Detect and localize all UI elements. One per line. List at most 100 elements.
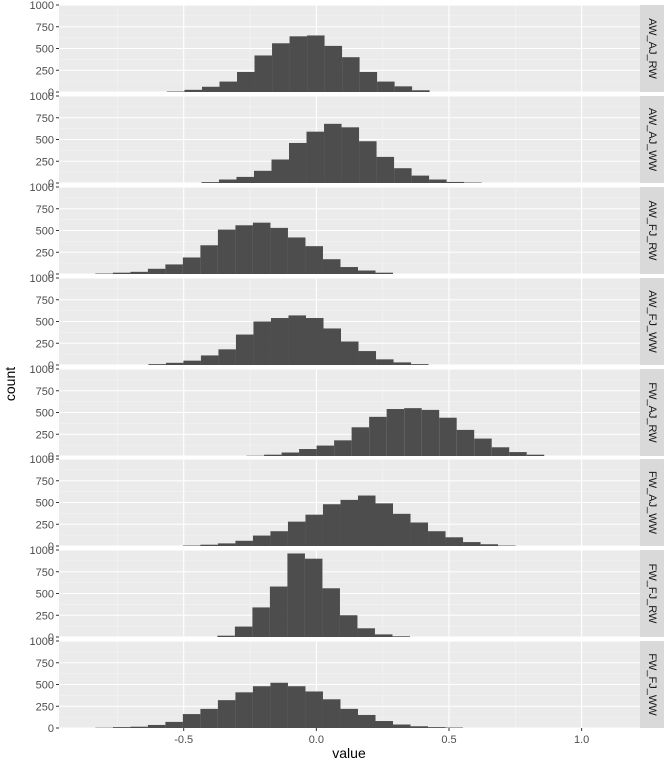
histogram-bar [411, 364, 429, 365]
histogram-bar [281, 452, 300, 456]
histogram-bar [252, 222, 271, 274]
facet-strip-label: AW_AJ_RW [646, 18, 658, 79]
facet-strip-label: FW_AJ_WW [646, 471, 658, 535]
facet-panel: 0 250 500 750 1000 AW_FJ_RW [30, 182, 664, 281]
histogram-bar [322, 504, 341, 546]
facet-strip [640, 5, 664, 92]
histogram-bar [392, 636, 410, 637]
histogram-bar [200, 544, 218, 546]
histogram-bar [253, 321, 271, 365]
histogram-bar [287, 686, 306, 728]
facet-strip-label: FW_FJ_WW [646, 653, 658, 716]
histogram-bar [339, 615, 358, 637]
x-tick-label: 1.0 [574, 734, 589, 746]
y-tick-label: 750 [36, 204, 54, 216]
histogram-bar [394, 86, 413, 92]
histogram-bar [394, 168, 412, 183]
y-tick-label: 1000 [30, 273, 54, 285]
facet-strip [640, 550, 664, 637]
y-tick-label: 1000 [30, 454, 54, 466]
histogram-bar [491, 447, 510, 456]
facet-strip [640, 187, 664, 274]
histogram-bar [306, 131, 325, 183]
histogram-bar [130, 726, 148, 728]
y-tick-label: 0 [48, 269, 54, 281]
histogram-bar [270, 682, 288, 728]
histogram-bar [421, 409, 440, 456]
x-tick-label: 0.0 [309, 734, 324, 746]
histogram-bar [386, 409, 405, 456]
histogram-bar [410, 522, 429, 546]
facet-panel: 0 250 500 750 1000 FW_AJ_WW [30, 454, 664, 553]
histogram-bar [201, 86, 220, 92]
y-tick-label: 0 [48, 723, 54, 735]
histogram-bar [474, 438, 492, 456]
histogram-bar [376, 156, 395, 183]
histogram-bar [340, 267, 358, 274]
histogram-bar [305, 246, 323, 274]
histogram-bar [200, 245, 218, 274]
y-tick-label: 500 [36, 226, 54, 238]
y-tick-label: 750 [36, 476, 54, 488]
histogram-bar [289, 142, 307, 183]
histogram-bar [322, 588, 340, 637]
histogram-bar [287, 553, 305, 637]
y-tick-label: 0 [48, 178, 54, 190]
histogram-bar [289, 36, 308, 92]
histogram-bar [200, 708, 218, 728]
facet-strip-label: AW_AJ_WW [646, 108, 658, 172]
histogram-bar [253, 170, 272, 183]
histogram-bar [147, 268, 166, 274]
histogram-bar [456, 429, 475, 456]
histogram-bar [305, 514, 323, 546]
y-tick-label: 250 [36, 701, 54, 713]
histogram-bar [307, 35, 325, 92]
histogram-bar [252, 607, 270, 637]
y-tick-label: 750 [36, 295, 54, 307]
facet-panel: 0 250 500 750 1000 AW_AJ_RW [30, 0, 664, 99]
facet-strip-label: AW_FJ_RW [646, 201, 658, 262]
y-tick-label: 750 [36, 113, 54, 125]
y-tick-label: 250 [36, 65, 54, 77]
y-tick-label: 500 [36, 44, 54, 56]
facet-strip-label: FW_FJ_RW [646, 564, 658, 624]
histogram-bar [509, 452, 527, 456]
histogram-bar [217, 635, 235, 637]
histogram-bar [374, 634, 393, 637]
y-tick-label: 500 [36, 408, 54, 420]
histogram-bar [375, 721, 394, 728]
histogram-bar [340, 708, 358, 728]
histogram-bar [305, 318, 324, 365]
panels-layer: 0 250 500 750 1000 AW_AJ_RW 0 250 500 750 1000 AW_A… [30, 0, 664, 735]
facet-strip [640, 459, 664, 546]
histogram-bar [112, 272, 131, 274]
facet-strip [640, 641, 664, 728]
y-tick-label: 0 [48, 632, 54, 644]
facet-panel: 0 250 500 750 1000 AW_AJ_WW [30, 91, 664, 190]
histogram-bar [235, 225, 253, 274]
histogram-bar [130, 271, 148, 274]
histogram-bar [324, 123, 342, 183]
histogram-bar [446, 181, 465, 183]
histogram-bar [369, 416, 387, 456]
y-tick-label: 250 [36, 519, 54, 531]
histogram-bar [404, 408, 422, 456]
y-tick-label: 500 [36, 135, 54, 147]
histogram-bar [148, 364, 166, 365]
histogram-bar [112, 727, 131, 728]
histogram-bar [428, 727, 446, 728]
histogram-bar [184, 89, 202, 92]
histogram-bar [287, 237, 306, 274]
histogram-bar [147, 724, 166, 728]
histogram-bar [334, 440, 352, 456]
histogram-bar [393, 724, 411, 728]
x-axis-title: value [332, 745, 366, 761]
facet-strip [640, 96, 664, 183]
facet-panel: 0 250 500 750 1000 FW_AJ_RW [30, 364, 664, 463]
facet-strip [640, 278, 664, 365]
x-axis: -0.5 0.0 0.5 1.0 [174, 728, 589, 746]
histogram-bar [235, 334, 254, 365]
histogram-bar [165, 362, 184, 365]
histogram-bar [322, 699, 341, 728]
